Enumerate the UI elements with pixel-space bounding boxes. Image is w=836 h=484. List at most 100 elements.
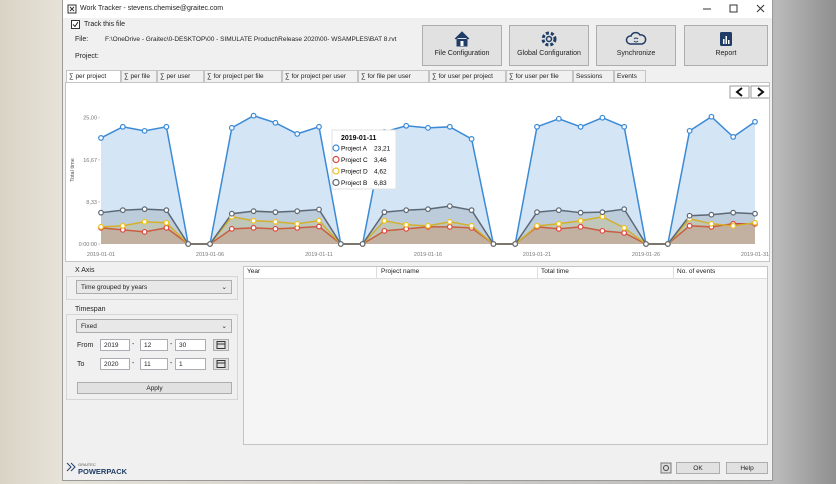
x-tick-label: 2019-01-01 bbox=[87, 252, 115, 258]
point bbox=[599, 227, 606, 234]
next-button[interactable] bbox=[750, 85, 769, 99]
point bbox=[98, 223, 104, 230]
tooltip-name: Project B bbox=[341, 180, 367, 187]
x-tick-label: 2019-01-16 bbox=[414, 252, 442, 258]
point bbox=[708, 220, 715, 227]
calendar-button[interactable] bbox=[213, 339, 229, 351]
settings-icon[interactable] bbox=[660, 462, 672, 474]
brand-small: GRAITEC bbox=[78, 462, 96, 467]
date-input[interactable]: 12 bbox=[140, 339, 168, 351]
from-label: From bbox=[77, 342, 94, 349]
title-bar bbox=[63, 0, 772, 18]
report-button[interactable]: Report bbox=[684, 25, 768, 66]
file-label: File: bbox=[75, 36, 89, 43]
point bbox=[228, 124, 235, 131]
point bbox=[337, 241, 344, 247]
help-button[interactable]: Help bbox=[726, 462, 768, 474]
point bbox=[577, 217, 584, 224]
point bbox=[534, 209, 540, 216]
point bbox=[577, 209, 584, 216]
point bbox=[752, 219, 758, 226]
point bbox=[555, 220, 562, 227]
y-axis-label: Total time bbox=[70, 158, 76, 182]
point bbox=[708, 211, 715, 218]
checkbox[interactable] bbox=[71, 20, 80, 29]
point bbox=[425, 206, 431, 213]
tooltip-name: Project A bbox=[341, 145, 368, 152]
point bbox=[250, 217, 257, 224]
point bbox=[163, 123, 170, 130]
point bbox=[446, 218, 453, 225]
ok-button[interactable]: OK bbox=[676, 462, 720, 474]
point bbox=[141, 206, 148, 213]
tooltip-value: 6,83 bbox=[374, 180, 387, 187]
y-tick-label: 25,00 bbox=[83, 116, 97, 122]
tooltip-value: 4,62 bbox=[374, 168, 387, 175]
point bbox=[643, 241, 649, 247]
results-table bbox=[243, 266, 768, 445]
x-tick-label: 2019-01-06 bbox=[196, 252, 224, 258]
button-label: Report bbox=[715, 50, 737, 57]
button-label: File Configuration bbox=[434, 50, 490, 57]
file-configuration-button[interactable]: File Configuration bbox=[422, 25, 502, 66]
point bbox=[163, 207, 170, 214]
point bbox=[272, 209, 279, 216]
point bbox=[294, 220, 301, 227]
point bbox=[163, 224, 170, 231]
point bbox=[381, 227, 388, 234]
point bbox=[686, 222, 693, 229]
tooltip-value: 3,46 bbox=[374, 157, 387, 164]
file-path: F:\OneDrive - Graitec\0-DESKTOP\00 - SIM… bbox=[105, 36, 397, 43]
point bbox=[98, 209, 104, 216]
date-input[interactable]: 30 bbox=[175, 339, 206, 351]
calendar-button[interactable] bbox=[213, 358, 229, 370]
point bbox=[621, 206, 628, 213]
checkbox-label: Track this file bbox=[84, 21, 125, 28]
point bbox=[381, 209, 388, 216]
point bbox=[425, 222, 431, 229]
point bbox=[555, 225, 562, 232]
date-input[interactable]: 11 bbox=[140, 358, 168, 370]
point bbox=[752, 210, 758, 217]
point bbox=[512, 241, 519, 247]
prev-button[interactable] bbox=[729, 85, 750, 99]
point bbox=[577, 123, 584, 130]
point bbox=[141, 218, 148, 225]
date-input[interactable]: 2020 bbox=[100, 358, 130, 370]
point bbox=[250, 208, 257, 215]
x-tick-label: 2019-01-21 bbox=[523, 252, 551, 258]
point bbox=[446, 203, 453, 210]
point bbox=[708, 113, 715, 120]
point bbox=[468, 136, 475, 142]
separator: - bbox=[170, 360, 173, 367]
timespan-title: Timespan bbox=[75, 306, 106, 313]
tab[interactable]: Events bbox=[614, 70, 646, 83]
point bbox=[272, 225, 279, 232]
x-tick-label: 2019-01-26 bbox=[632, 252, 660, 258]
tooltip-marker bbox=[332, 178, 340, 187]
x-axis-dropdown[interactable]: Time grouped by years ⌄ bbox=[76, 280, 232, 294]
point bbox=[446, 123, 453, 130]
apply-button[interactable]: Apply bbox=[77, 382, 232, 394]
point bbox=[98, 135, 104, 141]
synchronize-button[interactable]: Synchronize bbox=[596, 25, 676, 66]
tooltip-value: 23,21 bbox=[374, 145, 391, 152]
point bbox=[119, 222, 126, 229]
tooltip-name: Project C bbox=[341, 157, 368, 164]
date-input[interactable]: 2019 bbox=[100, 339, 130, 351]
tooltip-name: Project D bbox=[341, 168, 368, 175]
date-input[interactable]: 1 bbox=[175, 358, 206, 370]
point bbox=[534, 123, 540, 130]
point bbox=[730, 134, 737, 140]
global-configuration-button[interactable]: Global Configuration bbox=[509, 25, 589, 66]
button-label: Global Configuration bbox=[517, 50, 581, 57]
timespan-dropdown[interactable]: Fixed ⌄ bbox=[76, 319, 232, 333]
point bbox=[316, 217, 322, 224]
window-controls[interactable] bbox=[700, 2, 770, 16]
point bbox=[599, 209, 606, 216]
area bbox=[101, 216, 755, 244]
point bbox=[730, 209, 737, 216]
column-separator bbox=[673, 267, 674, 279]
point bbox=[621, 123, 628, 130]
